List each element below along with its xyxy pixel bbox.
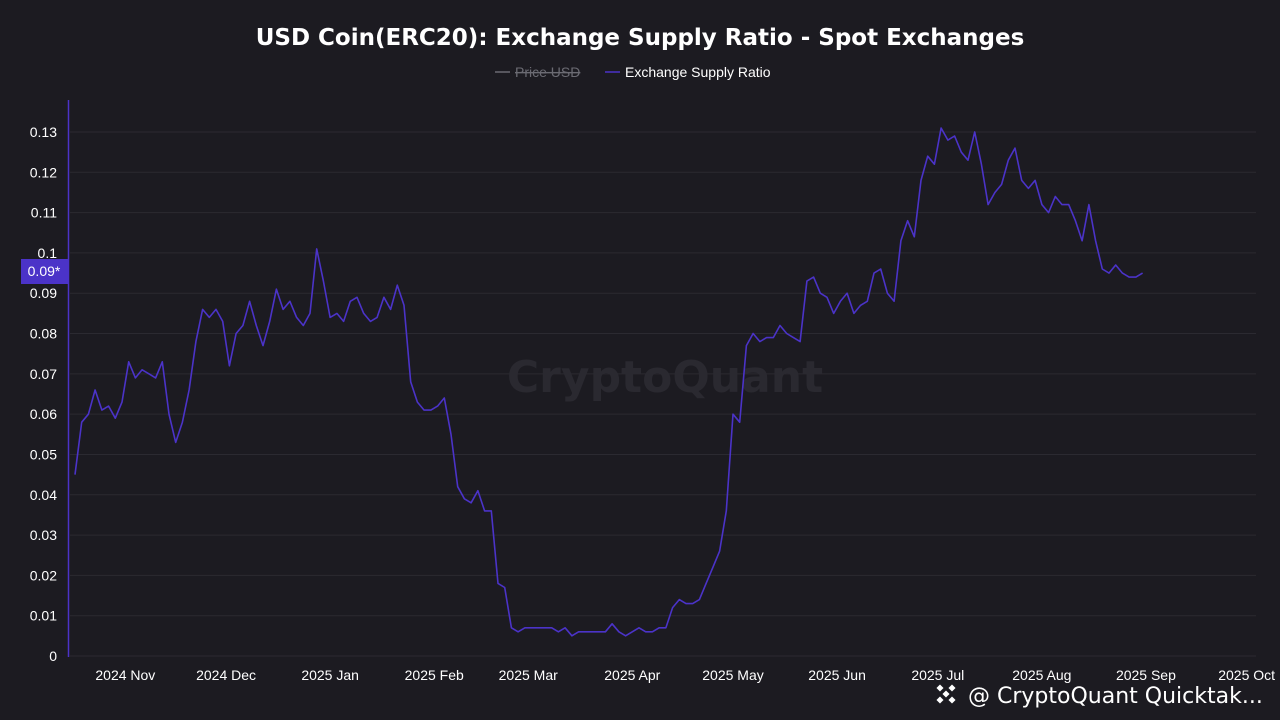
binance-logo-icon [936, 684, 956, 704]
chart-title: USD Coin(ERC20): Exchange Supply Ratio -… [256, 25, 1025, 51]
series-line-exchange-supply-ratio[interactable] [74, 127, 1144, 637]
legend-label-price-usd[interactable]: Price USD [515, 64, 580, 80]
y-tick-label: 0.07 [30, 366, 57, 382]
y-tick-label: 0.12 [30, 164, 57, 180]
y-tick-label: 0.09 [30, 285, 57, 301]
y-tick-label: 0.02 [30, 567, 57, 583]
x-tick-label: 2025 Apr [604, 667, 660, 683]
y-tick-label: 0.1 [38, 245, 58, 261]
y-tick-label: 0.03 [30, 527, 57, 543]
x-tick-label: 2024 Dec [196, 667, 256, 683]
grid [70, 131, 1256, 657]
x-tick-label: 2025 Sep [1116, 667, 1176, 683]
legend-label-supply-ratio[interactable]: Exchange Supply Ratio [625, 64, 771, 80]
x-tick-label: 2025 Aug [1012, 667, 1071, 683]
x-tick-label: 2025 Jun [808, 667, 866, 683]
y-tick-label: 0.11 [31, 205, 57, 221]
y-tick-label: 0 [49, 648, 57, 664]
y-tick-label: 0.06 [30, 406, 57, 422]
current-value-label: 0.09* [28, 263, 61, 279]
x-tick-label: 2024 Nov [95, 667, 155, 683]
current-value-badge [21, 259, 68, 284]
legend[interactable]: Price USD Exchange Supply Ratio [495, 64, 771, 80]
y-tick-label: 0.08 [30, 326, 57, 342]
watermark: CryptoQuant [507, 352, 823, 403]
x-tick-label: 2025 Oct [1218, 667, 1275, 683]
current-value-marker: 0.09* [21, 259, 68, 284]
y-tick-label: 0.04 [30, 487, 57, 503]
x-tick-label: 2025 May [702, 667, 763, 683]
y-axis: 0 0.01 0.02 0.03 0.04 0.05 0.06 0.07 0.08 0.09 0.1… [30, 124, 57, 664]
x-tick-label: 2025 Jan [301, 667, 359, 683]
y-tick-label: 0.01 [30, 608, 57, 624]
footer-text: @ CryptoQuant Quicktak... [968, 684, 1263, 709]
footer: @ CryptoQuant Quicktak... [936, 684, 1263, 709]
x-axis: 2024 Nov 2024 Dec 2025 Jan 2025 Feb 2025 Mar… [95, 667, 1275, 683]
y-tick-label: 0.13 [30, 124, 57, 140]
y-tick-label: 0.05 [30, 446, 57, 462]
x-tick-label: 2025 Jul [911, 667, 964, 683]
x-tick-label: 2025 Feb [405, 667, 464, 683]
x-tick-label: 2025 Mar [499, 667, 558, 683]
